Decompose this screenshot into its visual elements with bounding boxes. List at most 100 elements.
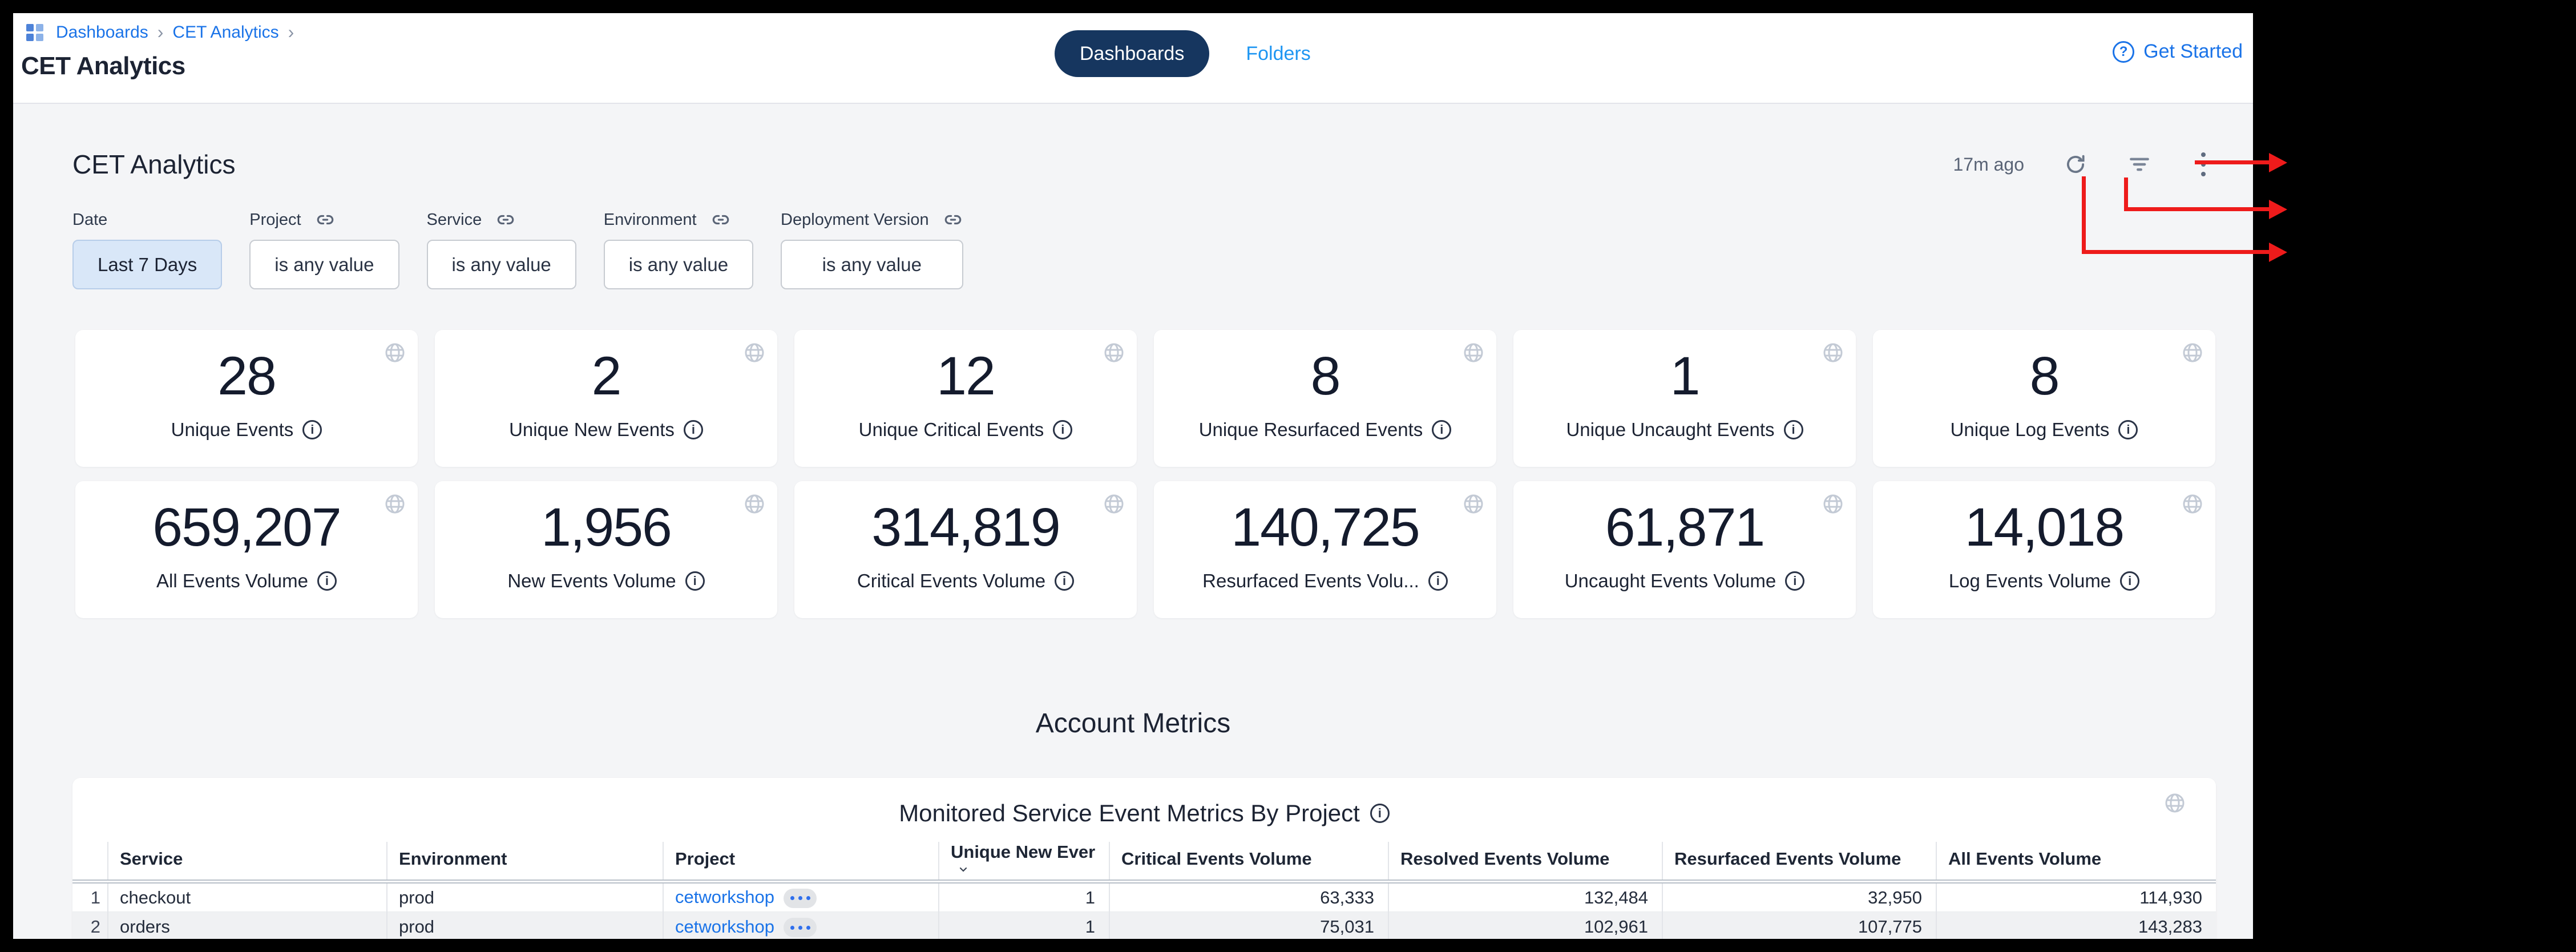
cell-service: checkout [107, 881, 387, 912]
cell-environment: prod [386, 881, 663, 912]
globe-icon [1823, 494, 1843, 514]
top-bar: Dashboards › CET Analytics › CET Analyti… [13, 13, 2253, 104]
filter-project-label: Project [249, 210, 399, 229]
tile-label: Unique Resurfaced Events [1198, 419, 1423, 440]
info-icon[interactable]: i [1053, 420, 1073, 439]
tile-log-events-volume: 14,018 Log Events Volume i [1873, 481, 2215, 618]
globe-icon [2183, 494, 2202, 514]
filter-icon[interactable] [2127, 152, 2152, 177]
globe-icon [1464, 343, 1483, 362]
breadcrumb: Dashboards › CET Analytics › [26, 22, 294, 43]
column-header-project[interactable]: Project [663, 842, 939, 884]
tile-label: Critical Events Volume [857, 570, 1046, 591]
tile-unique-resurfaced-events: 8 Unique Resurfaced Events i [1154, 330, 1496, 467]
info-icon[interactable]: i [1370, 804, 1390, 823]
tile-critical-events-volume: 314,819 Critical Events Volume i [794, 481, 1137, 618]
column-header-all-volume[interactable]: All Events Volume [1936, 842, 2216, 884]
tile-unique-events: 28 Unique Events i [75, 330, 418, 467]
filter-label-text: Environment [603, 210, 697, 229]
tab-dashboards[interactable]: Dashboards [1055, 30, 1210, 77]
info-icon[interactable]: i [1055, 571, 1075, 591]
filter-date-label: Date [72, 210, 222, 229]
filter-service-value-button[interactable]: is any value [426, 240, 576, 289]
breadcrumb-separator: › [288, 22, 294, 42]
tile-value: 1 [1670, 346, 1701, 406]
filter-environment-value-button[interactable]: is any value [603, 240, 754, 289]
tile-unique-new-events: 2 Unique New Events i [435, 330, 777, 467]
filter-service: Service is any value [426, 210, 576, 289]
filter-project-value-button[interactable]: is any value [249, 240, 399, 289]
filter-environment: Environment is any value [603, 210, 754, 289]
filter-deployment-version: Deployment Version is any value [781, 210, 963, 289]
help-circle-icon: ? [2113, 41, 2135, 63]
last-updated-label: 17m ago [1953, 154, 2024, 175]
account-metrics-heading: Account Metrics [1035, 708, 1231, 739]
column-header-resolved[interactable]: Resolved Events Volume [1388, 842, 1662, 884]
cell-project: cetworkshop [663, 911, 939, 939]
tile-row-2: 659,207 All Events Volume i 1,956 New Eve… [75, 481, 2215, 618]
info-icon[interactable]: i [2120, 571, 2140, 591]
filter-service-label: Service [427, 210, 576, 229]
tile-value: 8 [1310, 346, 1341, 406]
linked-filter-icon [944, 215, 961, 225]
column-header-critical[interactable]: Critical Events Volume [1109, 842, 1388, 884]
tile-unique-log-events: 8 Unique Log Events i [1873, 330, 2215, 467]
filter-deployment-version-value-button[interactable]: is any value [781, 240, 963, 289]
tile-label: Unique Events [171, 419, 294, 440]
project-link[interactable]: cetworkshop [675, 887, 775, 907]
column-header-environment[interactable]: Environment [386, 842, 663, 884]
tab-folders[interactable]: Folders [1246, 42, 1311, 64]
info-icon[interactable]: i [685, 571, 705, 591]
info-icon[interactable]: i [683, 420, 703, 439]
filter-date-value-button[interactable]: Last 7 Days [72, 240, 223, 289]
table-row: 2 orders prod cetworkshop 1 75,031 102,9… [72, 911, 2216, 939]
info-icon[interactable]: i [1432, 420, 1452, 439]
sort-desc-icon [959, 867, 967, 872]
info-icon[interactable]: i [2118, 420, 2138, 439]
globe-icon [1104, 494, 1124, 514]
info-icon[interactable]: i [1785, 571, 1805, 591]
project-link[interactable]: cetworkshop [675, 916, 775, 937]
metrics-table-card: Monitored Service Event Metrics By Proje… [72, 778, 2216, 939]
row-number: 2 [72, 911, 108, 939]
tile-label: New Events Volume [507, 570, 676, 591]
tile-value: 314,819 [871, 497, 1060, 558]
tile-value: 28 [217, 346, 277, 406]
cell-more-menu-icon[interactable] [784, 918, 817, 938]
get-started-label: Get Started [2143, 41, 2243, 62]
info-icon[interactable]: i [302, 420, 322, 439]
globe-icon [385, 343, 405, 362]
tile-label: Resurfaced Events Volu... [1202, 570, 1419, 591]
breadcrumb-cet-analytics-link[interactable]: CET Analytics [172, 22, 279, 42]
cell-more-menu-icon[interactable] [784, 888, 817, 908]
tile-label: Unique New Events [509, 419, 675, 440]
column-header-service[interactable]: Service [107, 842, 387, 884]
app-window: Dashboards › CET Analytics › CET Analyti… [13, 13, 2253, 939]
kebab-menu-icon[interactable] [2191, 152, 2216, 177]
page-title: CET Analytics [21, 52, 185, 80]
tile-resurfaced-events-volume: 140,725 Resurfaced Events Volu... i [1154, 481, 1496, 618]
info-icon[interactable]: i [1783, 420, 1803, 439]
row-number: 1 [72, 881, 108, 912]
dashboard-title: CET Analytics [72, 150, 236, 179]
tile-unique-uncaught-events: 1 Unique Uncaught Events i [1513, 330, 1856, 467]
filter-label-text: Date [72, 210, 108, 229]
tile-value: 8 [2029, 346, 2060, 406]
filter-label-text: Project [249, 210, 301, 229]
info-icon[interactable]: i [317, 571, 337, 591]
column-header-resurfaced[interactable]: Resurfaced Events Volume [1662, 842, 1936, 884]
column-header-unique-new[interactable]: Unique New Ever [938, 842, 1109, 884]
top-tabs: Dashboards Folders [1055, 30, 1311, 77]
refresh-icon[interactable] [2063, 152, 2088, 177]
breadcrumb-dashboards-link[interactable]: Dashboards [56, 22, 148, 42]
tile-label: Log Events Volume [1948, 570, 2111, 591]
cell-resurfaced: 107,775 [1662, 911, 1936, 939]
table-title: Monitored Service Event Metrics By Proje… [899, 800, 1360, 826]
info-icon[interactable]: i [1428, 571, 1448, 591]
globe-icon [1464, 494, 1483, 514]
globe-icon [1823, 343, 1843, 362]
get-started-link[interactable]: ? Get Started [2113, 41, 2243, 63]
column-header-label: Unique New Ever [951, 842, 1096, 862]
cell-all-volume: 114,930 [1936, 881, 2216, 912]
